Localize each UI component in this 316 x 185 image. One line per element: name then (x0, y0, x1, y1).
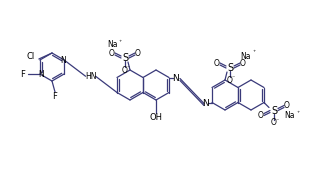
Text: ⁻: ⁻ (231, 77, 234, 82)
Text: O: O (109, 48, 115, 58)
Text: Na: Na (241, 51, 251, 60)
Text: OH: OH (149, 112, 162, 122)
Text: O: O (284, 101, 290, 110)
Text: O: O (271, 118, 277, 127)
Text: S: S (122, 53, 128, 63)
Text: N: N (60, 56, 66, 65)
Text: O: O (122, 65, 128, 75)
Text: ⁺: ⁺ (296, 111, 300, 116)
Text: S: S (227, 63, 233, 73)
Text: O: O (135, 48, 141, 58)
Text: Na: Na (108, 40, 118, 48)
Text: F: F (21, 70, 25, 78)
Text: F: F (52, 92, 58, 100)
Text: O: O (214, 58, 220, 68)
Text: Cl: Cl (27, 51, 35, 60)
Text: N: N (173, 74, 179, 83)
Text: HN: HN (85, 72, 96, 81)
Text: S: S (271, 105, 277, 115)
Text: Na: Na (285, 111, 295, 120)
Text: O: O (258, 111, 264, 120)
Text: N: N (38, 70, 44, 78)
Text: ⁻: ⁻ (126, 66, 130, 71)
Text: ⁺: ⁺ (252, 50, 256, 55)
Text: ⁺: ⁺ (118, 40, 122, 45)
Text: O: O (240, 58, 246, 68)
Text: ⁻: ⁻ (275, 119, 279, 124)
Text: N: N (202, 99, 208, 108)
Text: O: O (227, 75, 233, 85)
